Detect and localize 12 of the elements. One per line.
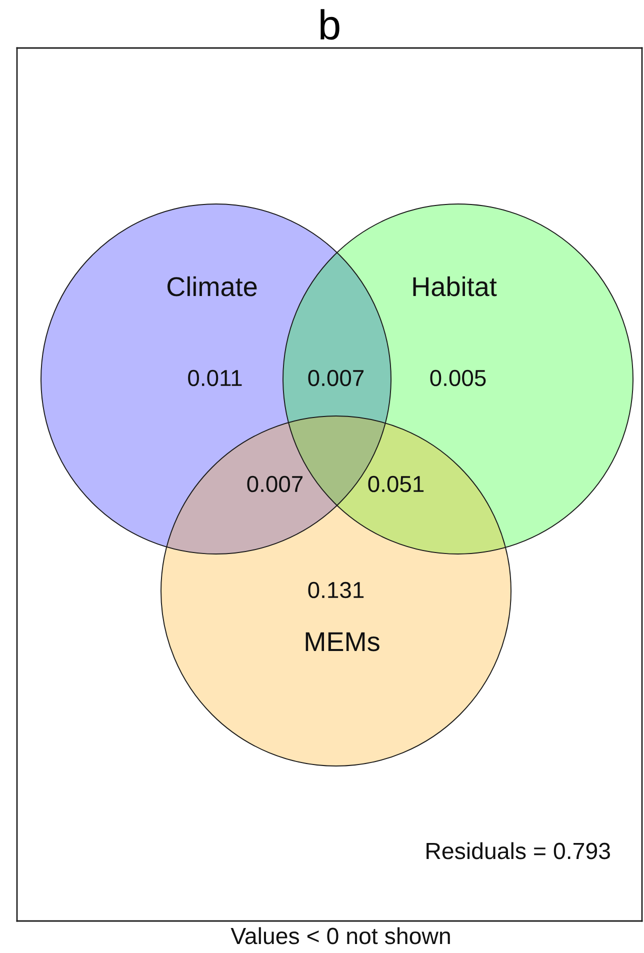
text: 0.007 xyxy=(308,370,364,386)
category-label: Climate xyxy=(167,276,257,296)
text: 0.051 xyxy=(368,476,424,492)
category-label: MEMs xyxy=(306,632,380,652)
data-label: 0.005 xyxy=(430,370,486,386)
text: Residuals = 0.793 xyxy=(426,842,610,860)
text: b xyxy=(320,9,340,40)
text: 0.007 xyxy=(247,476,303,492)
category-label: Habitat xyxy=(413,276,497,296)
text: Values < 0 not shown xyxy=(230,927,450,944)
data-label: 0.011 xyxy=(188,370,242,386)
data-label: 0.131 xyxy=(308,582,364,598)
